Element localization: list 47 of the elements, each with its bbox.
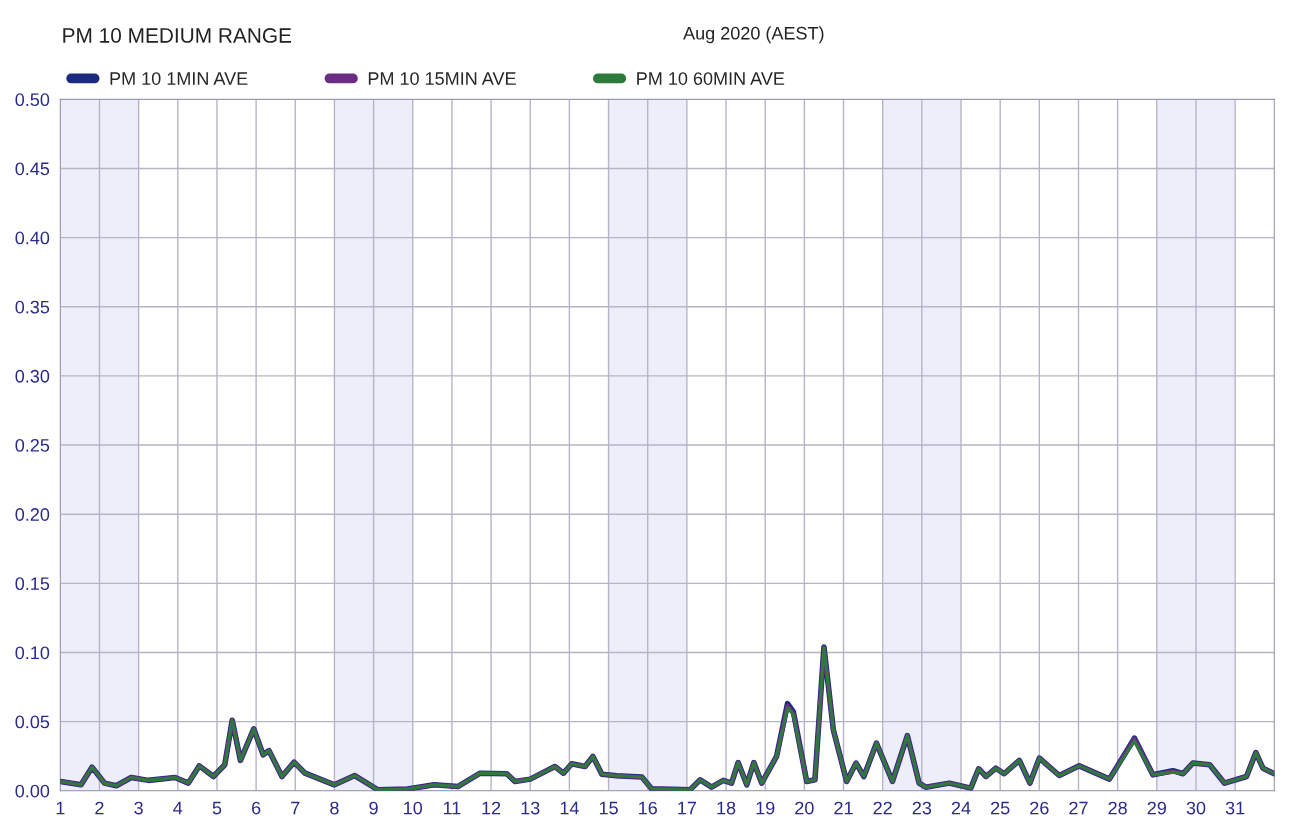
x-tick-label: 12 [482, 801, 501, 815]
x-tick-label: 14 [560, 801, 579, 815]
x-tick-label: 26 [1030, 801, 1049, 815]
x-tick-label: 21 [834, 801, 853, 815]
y-tick-label: 0.00 [15, 784, 50, 798]
legend-label: PM 10 15MIN AVE [368, 72, 516, 85]
y-tick-label: 0.05 [15, 715, 50, 729]
x-tick-label: 18 [717, 801, 736, 815]
x-tick-label: 11 [443, 801, 461, 815]
x-tick-label: 20 [795, 801, 814, 815]
legend-label: PM 10 1MIN AVE [110, 72, 248, 85]
x-tick-label: 29 [1147, 801, 1166, 815]
x-tick-label: 15 [599, 801, 618, 815]
y-tick-label: 0.10 [15, 646, 50, 660]
x-tick-label: 17 [678, 801, 697, 815]
x-tick-label: 22 [873, 801, 892, 815]
legend-label: PM 10 60MIN AVE [637, 72, 785, 85]
y-tick-label: 0.25 [15, 438, 50, 452]
x-tick-label: 6 [252, 801, 261, 815]
y-tick-label: 0.15 [15, 577, 50, 591]
x-tick-label: 16 [639, 801, 657, 815]
x-tick-label: 27 [1069, 801, 1088, 815]
x-tick-label: 13 [521, 801, 540, 815]
x-tick-label: 9 [369, 801, 378, 815]
y-tick-label: 0.30 [15, 369, 50, 383]
x-tick-label: 19 [756, 801, 775, 815]
y-tick-label: 0.40 [15, 231, 50, 245]
x-tick-label: 30 [1186, 801, 1206, 815]
y-tick-label: 0.45 [15, 162, 50, 176]
x-tick-label: 25 [991, 801, 1010, 815]
x-tick-label: 5 [212, 801, 222, 815]
y-tick-label: 0.20 [15, 508, 50, 521]
y-tick-label: 0.35 [15, 300, 50, 314]
chart-subtitle: Aug 2020 (AEST) [683, 26, 824, 44]
x-tick-label: 7 [291, 801, 300, 815]
x-tick-label: 24 [951, 801, 971, 815]
x-tick-label: 8 [330, 801, 339, 815]
x-tick-label: 10 [404, 801, 423, 815]
y-tick-label: 0.50 [15, 93, 50, 107]
x-tick-label: 23 [912, 801, 932, 815]
x-tick-label: 28 [1108, 801, 1127, 815]
x-tick-label: 4 [173, 801, 183, 815]
x-tick-label: 1 [56, 801, 65, 815]
x-tick-label: 31 [1225, 801, 1245, 815]
x-tick-label: 3 [134, 801, 143, 815]
chart-title: PM 10 MEDIUM RANGE [63, 28, 292, 43]
x-tick-label: 2 [95, 801, 104, 815]
